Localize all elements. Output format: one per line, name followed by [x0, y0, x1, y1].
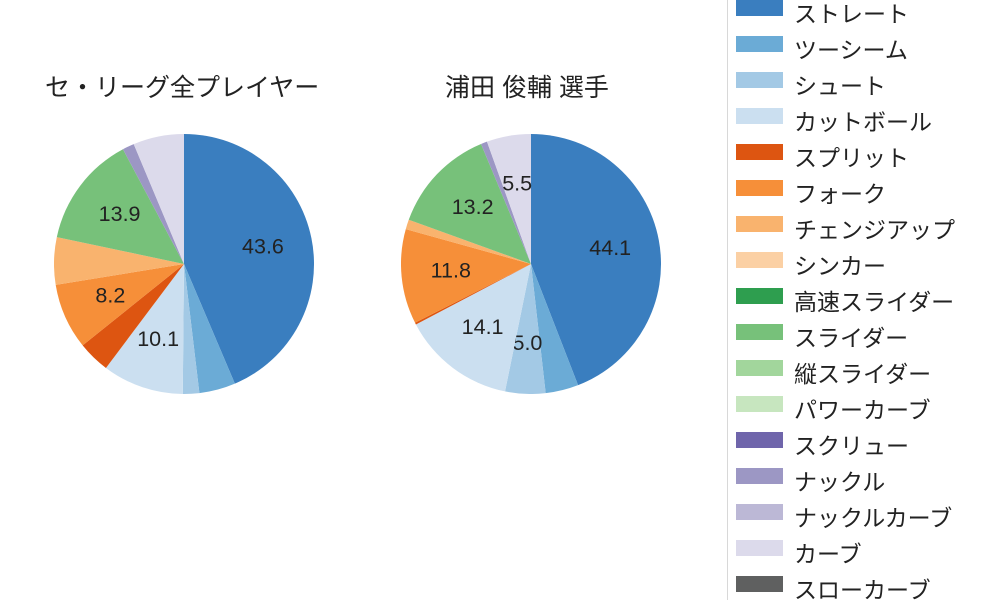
svg-text:43.6: 43.6 [242, 235, 284, 259]
svg-text:11.8: 11.8 [431, 259, 471, 283]
svg-text:5.5: 5.5 [502, 171, 532, 195]
svg-text:8.2: 8.2 [95, 283, 125, 307]
svg-text:10.1: 10.1 [137, 327, 179, 351]
svg-text:5.0: 5.0 [513, 331, 543, 355]
svg-text:13.2: 13.2 [452, 195, 494, 219]
svg-text:13.9: 13.9 [99, 202, 141, 226]
svg-text:14.1: 14.1 [462, 315, 504, 339]
svg-text:44.1: 44.1 [589, 236, 631, 260]
